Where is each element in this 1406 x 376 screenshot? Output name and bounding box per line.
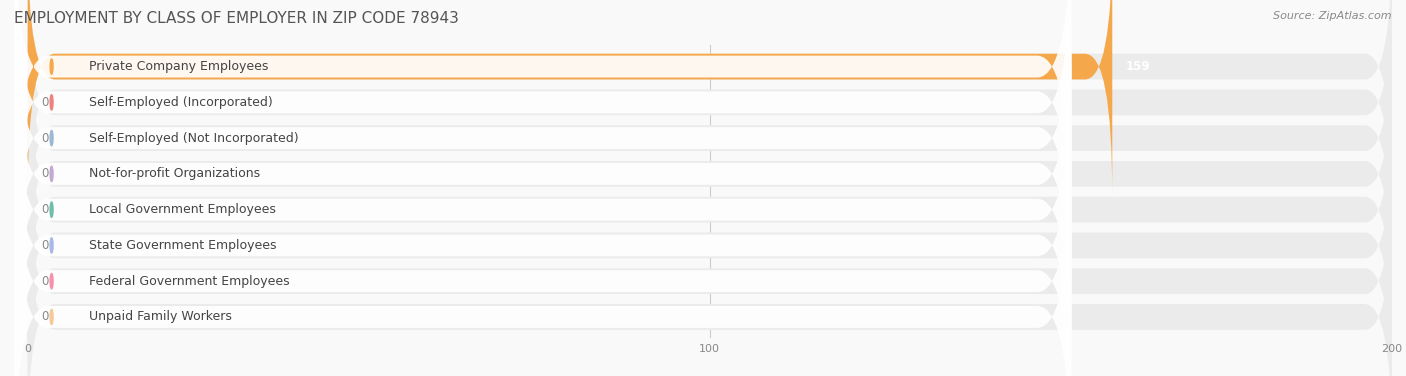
- Text: Self-Employed (Incorporated): Self-Employed (Incorporated): [89, 96, 273, 109]
- Text: 0: 0: [41, 239, 49, 252]
- Circle shape: [51, 166, 53, 182]
- Text: Local Government Employees: Local Government Employees: [89, 203, 276, 216]
- FancyBboxPatch shape: [28, 0, 1392, 197]
- Text: 0: 0: [41, 203, 49, 216]
- FancyBboxPatch shape: [28, 0, 1392, 232]
- FancyBboxPatch shape: [14, 0, 1071, 270]
- FancyBboxPatch shape: [14, 0, 1071, 235]
- FancyBboxPatch shape: [14, 42, 1071, 376]
- FancyBboxPatch shape: [28, 151, 1392, 376]
- Text: 0: 0: [41, 96, 49, 109]
- Text: 0: 0: [41, 132, 49, 145]
- Text: 0: 0: [41, 167, 49, 180]
- Text: 159: 159: [1126, 60, 1150, 73]
- Text: Unpaid Family Workers: Unpaid Family Workers: [89, 311, 232, 323]
- Text: Self-Employed (Not Incorporated): Self-Employed (Not Incorporated): [89, 132, 298, 145]
- Text: Not-for-profit Organizations: Not-for-profit Organizations: [89, 167, 260, 180]
- FancyBboxPatch shape: [14, 0, 1071, 306]
- FancyBboxPatch shape: [14, 77, 1071, 376]
- FancyBboxPatch shape: [28, 115, 1392, 376]
- Circle shape: [51, 130, 53, 146]
- Text: 0: 0: [41, 275, 49, 288]
- FancyBboxPatch shape: [28, 187, 1392, 376]
- Text: Source: ZipAtlas.com: Source: ZipAtlas.com: [1274, 11, 1392, 21]
- Circle shape: [51, 202, 53, 217]
- FancyBboxPatch shape: [14, 6, 1071, 342]
- Circle shape: [51, 309, 53, 324]
- FancyBboxPatch shape: [28, 79, 1392, 340]
- FancyBboxPatch shape: [28, 8, 1392, 268]
- Circle shape: [51, 238, 53, 253]
- FancyBboxPatch shape: [14, 113, 1071, 376]
- FancyBboxPatch shape: [28, 44, 1392, 304]
- Circle shape: [51, 95, 53, 110]
- Text: State Government Employees: State Government Employees: [89, 239, 277, 252]
- Text: Federal Government Employees: Federal Government Employees: [89, 275, 290, 288]
- Text: 0: 0: [41, 311, 49, 323]
- Text: EMPLOYMENT BY CLASS OF EMPLOYER IN ZIP CODE 78943: EMPLOYMENT BY CLASS OF EMPLOYER IN ZIP C…: [14, 11, 458, 26]
- Circle shape: [51, 273, 53, 289]
- FancyBboxPatch shape: [14, 149, 1071, 376]
- Text: Private Company Employees: Private Company Employees: [89, 60, 269, 73]
- Circle shape: [51, 59, 53, 74]
- FancyBboxPatch shape: [28, 0, 1112, 197]
